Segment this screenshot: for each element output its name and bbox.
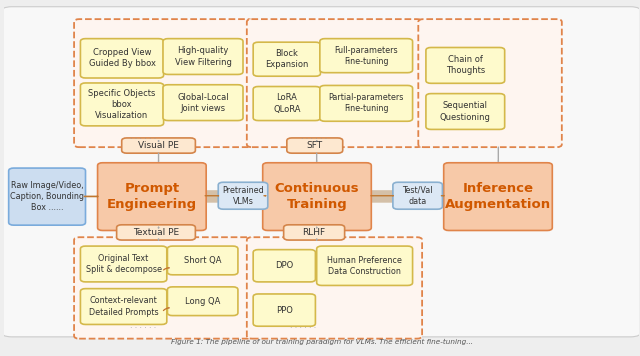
Text: Cropped View
Guided By bbox: Cropped View Guided By bbox: [88, 48, 156, 68]
Text: SFT: SFT: [307, 141, 323, 150]
FancyBboxPatch shape: [1, 7, 640, 337]
FancyBboxPatch shape: [253, 250, 316, 282]
FancyBboxPatch shape: [163, 85, 243, 121]
FancyBboxPatch shape: [262, 163, 371, 230]
Text: Figure 1: The pipeline of our training paradigm for VLMs. The efficient fine-tun: Figure 1: The pipeline of our training p…: [171, 339, 473, 345]
FancyBboxPatch shape: [320, 85, 413, 121]
FancyBboxPatch shape: [253, 87, 321, 121]
Text: Global-Local
Joint views: Global-Local Joint views: [177, 93, 229, 113]
Text: Specific Objects
bbox
Visualization: Specific Objects bbox Visualization: [88, 89, 156, 120]
Text: RLHF: RLHF: [303, 228, 326, 237]
Text: Inference
Augmentation: Inference Augmentation: [445, 182, 551, 211]
FancyBboxPatch shape: [163, 39, 243, 74]
FancyBboxPatch shape: [317, 246, 413, 286]
FancyBboxPatch shape: [168, 287, 238, 315]
FancyBboxPatch shape: [426, 94, 505, 130]
FancyBboxPatch shape: [81, 289, 167, 324]
Text: . . . . . .: . . . . . .: [130, 321, 156, 330]
Text: Human Preference
Data Construction: Human Preference Data Construction: [327, 256, 402, 276]
Text: . . . . . .: . . . . . .: [290, 321, 316, 330]
FancyBboxPatch shape: [74, 19, 253, 147]
Text: Textual PE: Textual PE: [133, 228, 179, 237]
Text: Pretrained
VLMs: Pretrained VLMs: [222, 186, 264, 206]
FancyBboxPatch shape: [393, 182, 442, 209]
Text: Context-relevant
Detailed Prompts: Context-relevant Detailed Prompts: [89, 297, 159, 316]
FancyBboxPatch shape: [247, 19, 422, 147]
FancyBboxPatch shape: [253, 42, 321, 76]
FancyBboxPatch shape: [218, 182, 268, 209]
FancyBboxPatch shape: [122, 138, 195, 153]
Text: Partial-parameters
Fine-tuning: Partial-parameters Fine-tuning: [328, 93, 404, 114]
Text: DPO: DPO: [275, 261, 293, 270]
Text: . . . . . .: . . . . . .: [301, 132, 327, 141]
Text: PPO: PPO: [276, 305, 292, 315]
Text: Long QA: Long QA: [185, 297, 220, 306]
FancyBboxPatch shape: [74, 237, 253, 339]
FancyBboxPatch shape: [81, 39, 164, 78]
FancyBboxPatch shape: [97, 163, 206, 230]
FancyBboxPatch shape: [247, 237, 422, 339]
FancyBboxPatch shape: [426, 47, 505, 83]
FancyBboxPatch shape: [444, 163, 552, 230]
FancyBboxPatch shape: [168, 246, 238, 275]
FancyBboxPatch shape: [116, 225, 195, 240]
FancyBboxPatch shape: [9, 168, 86, 225]
Text: Visual PE: Visual PE: [138, 141, 179, 150]
Text: Continuous
Training: Continuous Training: [275, 182, 359, 211]
Text: LoRA
QLoRA: LoRA QLoRA: [273, 94, 301, 114]
Text: Short QA: Short QA: [184, 256, 221, 265]
FancyBboxPatch shape: [253, 294, 316, 326]
Text: Raw Image/Video,
Caption, Bounding
Box ......: Raw Image/Video, Caption, Bounding Box .…: [10, 181, 84, 212]
Text: High-quality
View Filtering: High-quality View Filtering: [175, 47, 232, 67]
Text: . . . . . .: . . . . . .: [130, 132, 156, 141]
FancyBboxPatch shape: [81, 83, 164, 126]
Text: Block
Expansion: Block Expansion: [265, 49, 308, 69]
Text: Full-parameters
Fine-tuning: Full-parameters Fine-tuning: [335, 46, 398, 66]
Text: Test/Val
data: Test/Val data: [403, 186, 433, 206]
FancyBboxPatch shape: [81, 246, 167, 282]
FancyBboxPatch shape: [419, 19, 562, 147]
Text: Sequential
Questioning: Sequential Questioning: [440, 101, 491, 121]
Text: Prompt
Engineering: Prompt Engineering: [107, 182, 197, 211]
FancyBboxPatch shape: [320, 39, 413, 73]
FancyBboxPatch shape: [284, 225, 344, 240]
Text: Chain of
Thoughts: Chain of Thoughts: [445, 56, 485, 75]
FancyBboxPatch shape: [287, 138, 342, 153]
Text: Original Text
Split & decompose: Original Text Split & decompose: [86, 254, 162, 274]
